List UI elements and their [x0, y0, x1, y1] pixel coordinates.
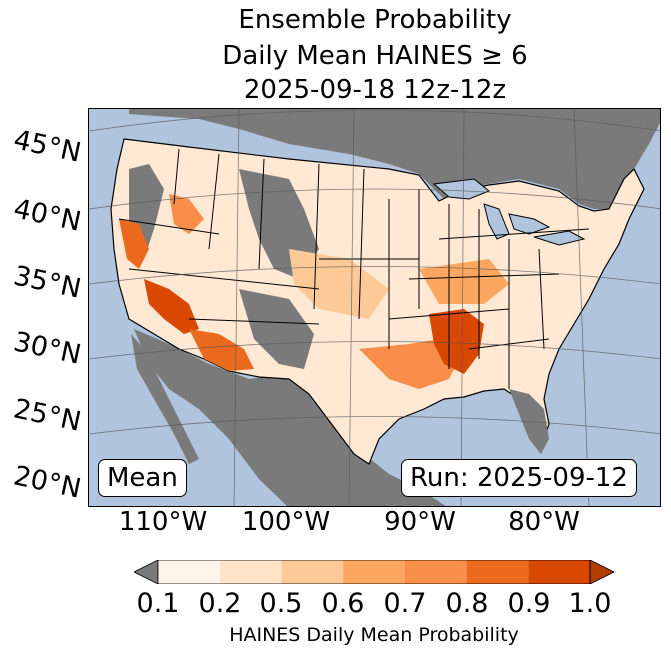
lat-label-30: 30°N	[10, 326, 84, 371]
map-canvas	[89, 109, 660, 506]
lon-label-80: 80°W	[508, 507, 580, 537]
prob-arizona	[189, 329, 254, 371]
colorbar-tick-4: 0.7	[383, 588, 427, 619]
lat-label-20: 20°N	[10, 460, 84, 505]
baja-land	[131, 334, 199, 464]
colorbar-tick-0: 0.1	[136, 588, 180, 619]
title-line-2: Daily Mean HAINES ≥ 6	[222, 41, 528, 71]
title-line-1: Ensemble Probability	[238, 5, 512, 35]
lat-label-25: 25°N	[10, 393, 84, 438]
lon-label-90: 90°W	[384, 507, 456, 537]
colorbar-segment	[281, 560, 344, 584]
colorbar-tick-5: 0.8	[445, 588, 489, 619]
prob-tennessee	[419, 259, 509, 304]
stat-label: Mean	[98, 459, 187, 497]
lat-label-45: 45°N	[10, 124, 84, 169]
canada-land	[129, 109, 660, 209]
colorbar-segments	[158, 560, 590, 584]
great-lakes	[432, 178, 586, 246]
colorbar-label: HAINES Daily Mean Probability	[229, 624, 519, 646]
lat-label-40: 40°N	[10, 193, 84, 238]
colorbar-tick-1: 0.2	[198, 588, 242, 619]
colorbar	[134, 560, 614, 584]
colorbar-tick-2: 0.5	[259, 588, 303, 619]
colorbar-frame	[157, 560, 591, 584]
colorbar-tick-3: 0.6	[321, 588, 365, 619]
prob-idaho	[169, 194, 204, 234]
prob-south-central	[359, 339, 459, 389]
colorbar-segment	[528, 560, 590, 584]
colorbar-segment	[219, 560, 282, 584]
colorbar-segment	[158, 560, 220, 584]
colorbar-tick-7: 1.0	[568, 588, 612, 619]
lat-label-35: 35°N	[10, 260, 84, 305]
graticule	[89, 109, 660, 506]
colorbar-segment	[343, 560, 405, 584]
state-borders	[118, 148, 590, 389]
prob-calif-north	[119, 219, 149, 269]
colorbar-tick-6: 0.9	[507, 588, 551, 619]
lon-label-110: 110°W	[118, 507, 208, 537]
prob-nevada	[144, 279, 199, 334]
probability-map	[88, 108, 661, 507]
prob-lower-miss	[429, 309, 484, 374]
colorbar-segment	[404, 560, 467, 584]
title-line-3: 2025-09-18 12z-12z	[243, 75, 507, 105]
colorbar-under-arrow	[134, 560, 159, 584]
run-label: Run: 2025-09-12	[401, 459, 637, 497]
no-data-southwest	[239, 289, 314, 369]
colorbar-segment	[466, 560, 529, 584]
lon-label-100: 100°W	[241, 507, 331, 537]
colorbar-over-arrow	[589, 560, 614, 584]
